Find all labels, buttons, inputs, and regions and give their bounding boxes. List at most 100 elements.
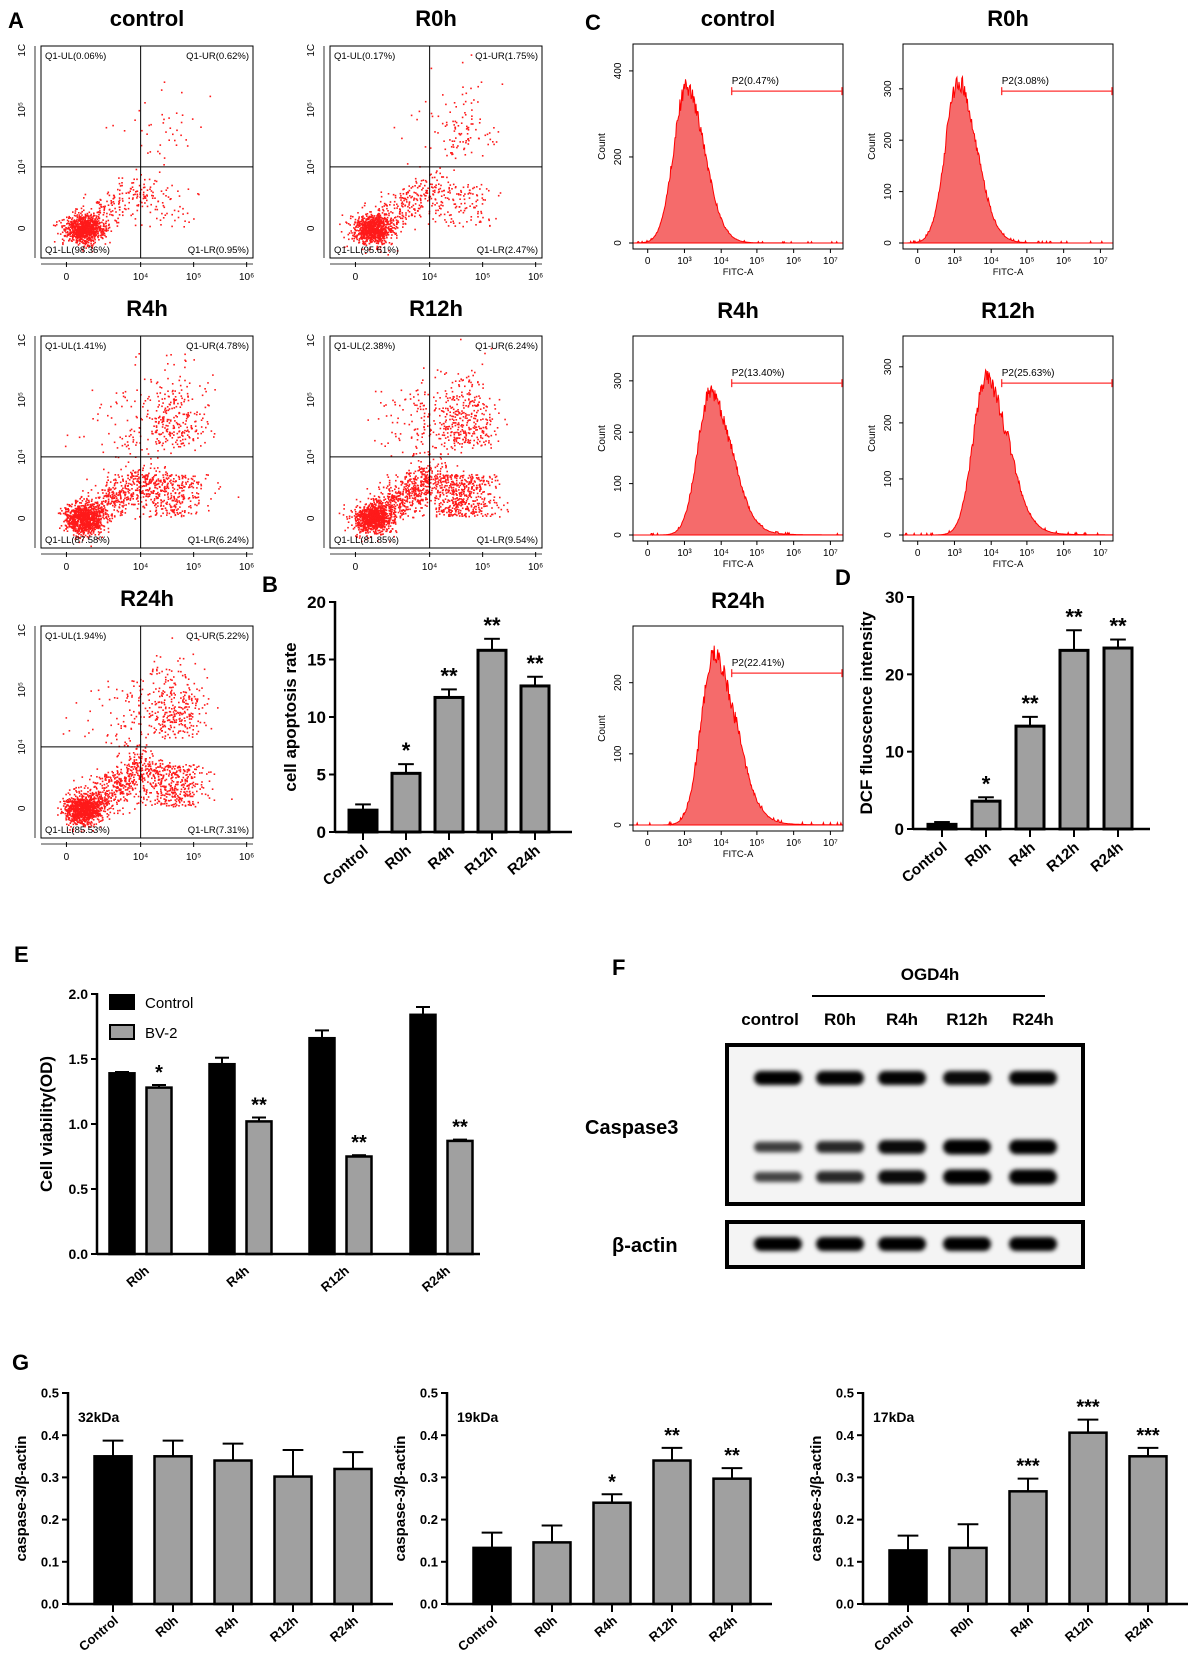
scatter-point [383,232,385,235]
scatter-point [388,228,391,230]
scatter-point [86,226,89,228]
scatter-point [160,490,162,492]
scatter-point [114,207,116,210]
scatter-point [372,235,374,237]
scatter-point [170,482,172,484]
scatter-point [70,225,72,227]
scatter-point [452,146,455,148]
scatter-point [448,188,450,190]
scatter-point [170,474,172,477]
scatter-point [118,177,120,179]
scatter-point [156,392,158,395]
scatter-point [401,137,403,140]
scatter-point [462,211,465,214]
scatter-point [159,433,161,436]
scatter-point [96,523,98,525]
scatter-point [457,145,459,147]
scatter-point [107,515,110,518]
scatter-point [161,398,164,400]
scatter-point [87,229,90,231]
scatter-point [93,515,96,518]
scatter-point [95,201,98,204]
scatter-point [147,493,150,495]
scatter-point [127,444,129,447]
scatter-point [352,234,354,237]
scatter-point [118,214,121,216]
scatter-point [81,210,83,213]
scatter-point [180,389,183,391]
scatter-point [145,489,147,492]
scatter-point [168,422,171,424]
scatter-point [368,242,371,245]
scatter-point [358,232,360,235]
scatter-point [133,475,135,477]
scatter-point [383,521,385,523]
scatter-point [146,194,148,196]
scatter-point [163,416,165,418]
scatter-point [116,509,119,512]
scatter-point [366,226,369,229]
scatter-point [472,123,474,125]
scatter-point [365,218,367,221]
scatter-point [164,481,166,483]
scatter-point [174,505,177,508]
scatter-point [199,413,201,415]
scatter-point [134,218,137,220]
scatter-point [389,230,392,232]
scatter-point [118,182,121,185]
scatter-point [80,230,83,233]
scatter-point [123,207,126,210]
scatter-point [83,233,85,236]
scatter-point [116,501,118,503]
scatter-point [453,130,456,132]
scatter-point [209,95,212,98]
scatter-point [442,94,444,96]
scatter-point [172,393,174,395]
scatter-point [352,528,355,530]
scatter-point [401,217,404,220]
scatter-point [74,509,76,512]
scatter-point [366,508,369,511]
scatter-point [101,536,104,538]
scatter-point [420,179,423,182]
scatter-point [180,512,182,514]
scatter-point [174,506,177,509]
scatter-point [178,492,180,495]
scatter-point [492,141,494,143]
scatter-point [74,511,76,514]
x-tick-label: 10⁶ [528,272,543,283]
plot-title: control [110,6,185,31]
scatter-point [160,499,163,502]
scatter-point [476,194,479,197]
scatter-point [394,194,397,197]
scatter-point [98,518,101,520]
scatter-point [467,138,469,141]
scatter-point [87,528,89,531]
scatter-point [121,509,124,512]
scatter-point [85,517,87,519]
scatter-point [144,195,146,198]
scatter-point [470,102,473,104]
scatter-point [175,112,178,114]
scatter-point [173,512,176,514]
scatter-point [367,223,369,226]
scatter-point [161,482,164,484]
scatter-point [178,430,181,432]
scatter-point [107,219,110,222]
scatter-point [118,197,121,199]
scatter-point [381,229,383,231]
scatter-point [100,230,102,232]
scatter-point [82,231,85,233]
scatter-point [148,472,150,475]
scatter-point [187,399,190,402]
scatter-point [160,479,162,482]
scatter-point [89,506,92,508]
scatter-point [129,499,132,501]
scatter-point [196,487,198,489]
scatter-point [402,193,405,195]
scatter-point [365,233,367,235]
scatter-point [156,483,158,485]
scatter-point [94,534,97,536]
scatter-point [161,444,164,447]
scatter-point [161,508,164,510]
